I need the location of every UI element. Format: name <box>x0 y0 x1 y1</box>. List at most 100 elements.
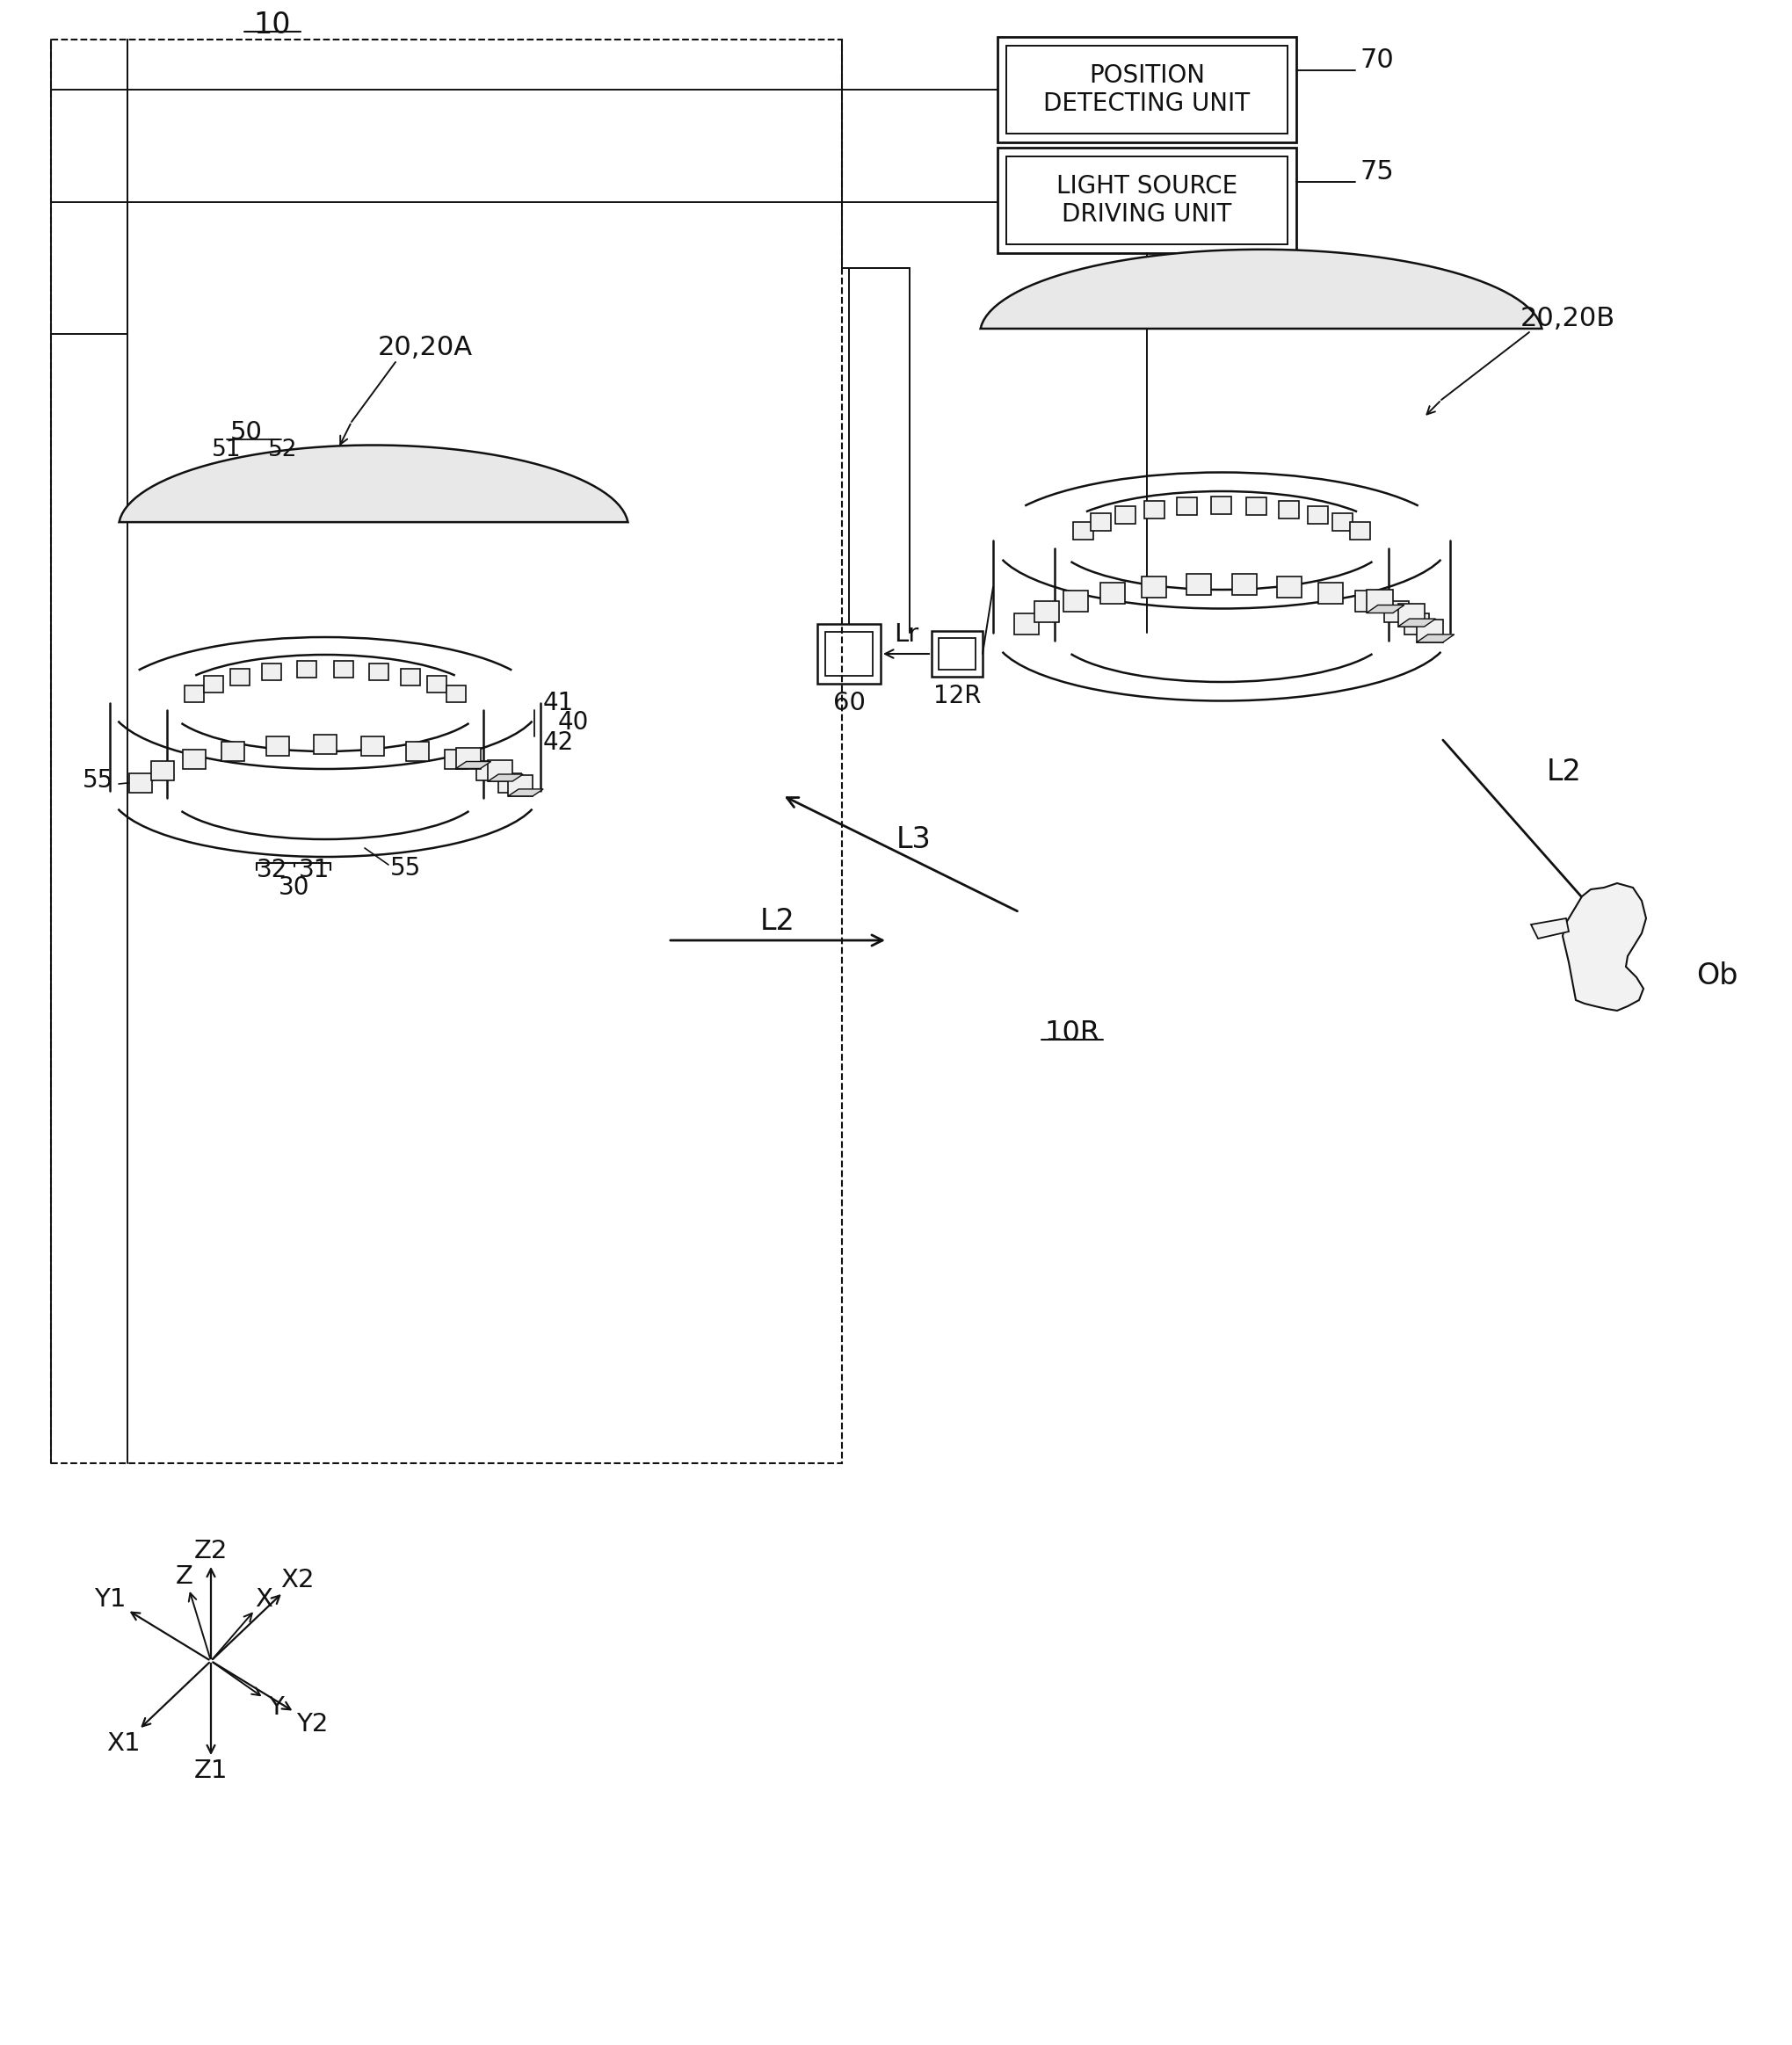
Bar <box>444 751 468 769</box>
Bar <box>446 685 466 701</box>
Bar <box>129 773 152 793</box>
Text: 20,20A: 20,20A <box>378 335 473 360</box>
Bar <box>1349 521 1369 540</box>
Bar <box>185 685 204 701</box>
Text: Z1: Z1 <box>194 1759 228 1783</box>
Text: 10: 10 <box>254 10 290 39</box>
Bar <box>314 734 337 755</box>
Text: Ob: Ob <box>1695 961 1736 990</box>
Text: 55: 55 <box>391 857 421 881</box>
Polygon shape <box>1398 620 1435 626</box>
Text: X1: X1 <box>106 1732 140 1757</box>
Bar <box>360 736 383 757</box>
Polygon shape <box>1563 883 1645 1010</box>
Bar <box>204 677 224 693</box>
Bar <box>1034 601 1059 622</box>
Text: Z: Z <box>176 1564 194 1589</box>
Bar <box>1014 614 1039 634</box>
Polygon shape <box>118 446 627 521</box>
Bar <box>507 775 532 796</box>
Text: L3: L3 <box>896 824 932 853</box>
Text: 31: 31 <box>299 857 330 881</box>
Bar <box>1177 497 1197 515</box>
Text: 52: 52 <box>269 438 297 462</box>
Bar <box>939 638 975 669</box>
Bar <box>1005 45 1287 133</box>
Bar <box>932 632 982 677</box>
Bar <box>231 669 249 685</box>
Bar <box>1403 614 1428 634</box>
Bar <box>297 661 317 677</box>
Bar <box>400 669 419 685</box>
Bar <box>1383 601 1409 622</box>
Text: LIGHT SOURCE
DRIVING UNIT: LIGHT SOURCE DRIVING UNIT <box>1055 174 1236 227</box>
Bar <box>1245 497 1265 515</box>
Bar <box>426 677 446 693</box>
Bar <box>498 773 520 793</box>
Bar <box>1143 501 1165 519</box>
Polygon shape <box>1416 634 1453 642</box>
Bar <box>50 39 842 1464</box>
Bar <box>333 661 353 677</box>
Bar <box>1398 603 1423 626</box>
Bar <box>1306 507 1328 524</box>
Bar <box>1276 577 1301 597</box>
Bar <box>1231 575 1256 595</box>
Bar <box>824 632 873 675</box>
Bar <box>262 663 281 681</box>
Bar <box>267 736 289 757</box>
Bar <box>405 742 428 761</box>
Text: POSITION
DETECTING UNIT: POSITION DETECTING UNIT <box>1043 63 1249 117</box>
Bar <box>1100 583 1124 603</box>
Text: 20,20B: 20,20B <box>1520 305 1615 331</box>
Bar <box>1319 583 1342 603</box>
Text: Y2: Y2 <box>296 1712 328 1736</box>
Bar <box>1355 591 1378 611</box>
Text: Lr: Lr <box>892 622 918 646</box>
Polygon shape <box>507 789 543 796</box>
Bar <box>1142 577 1165 597</box>
Bar <box>487 761 513 781</box>
Bar <box>369 663 387 681</box>
Bar <box>151 761 174 779</box>
Bar <box>1072 521 1093 540</box>
Bar <box>1063 591 1088 611</box>
Text: X2: X2 <box>280 1569 314 1593</box>
Polygon shape <box>455 761 491 769</box>
Text: X: X <box>254 1587 272 1611</box>
Bar <box>1331 513 1351 532</box>
Text: 55: 55 <box>82 769 115 793</box>
Text: 41: 41 <box>543 691 573 716</box>
Polygon shape <box>1530 918 1568 939</box>
Text: L2: L2 <box>1546 757 1581 785</box>
Text: 70: 70 <box>1360 47 1394 72</box>
Text: 75: 75 <box>1360 160 1394 184</box>
Polygon shape <box>980 249 1541 329</box>
Bar <box>1115 507 1134 524</box>
Text: 50: 50 <box>229 419 262 444</box>
Bar <box>222 742 244 761</box>
Bar <box>1278 501 1297 519</box>
Polygon shape <box>1366 605 1403 614</box>
Text: 42: 42 <box>543 730 573 755</box>
Text: Y: Y <box>269 1695 283 1720</box>
Bar <box>996 147 1296 254</box>
Bar <box>1091 513 1111 532</box>
Bar <box>1366 591 1392 614</box>
Bar <box>455 746 480 769</box>
Text: 12R: 12R <box>932 683 980 708</box>
Text: L2: L2 <box>760 906 796 935</box>
Text: 10R: 10R <box>1045 1018 1100 1047</box>
Bar <box>1186 575 1210 595</box>
Text: 32: 32 <box>256 857 289 881</box>
Polygon shape <box>487 775 523 781</box>
Bar <box>477 761 498 779</box>
Text: 30: 30 <box>280 875 310 900</box>
Text: 40: 40 <box>557 710 590 734</box>
Bar <box>1005 155 1287 243</box>
Text: 51: 51 <box>211 438 242 462</box>
Text: Z2: Z2 <box>194 1538 228 1564</box>
Text: Y1: Y1 <box>93 1587 125 1611</box>
Text: 60: 60 <box>831 691 866 716</box>
Bar <box>1211 497 1231 513</box>
